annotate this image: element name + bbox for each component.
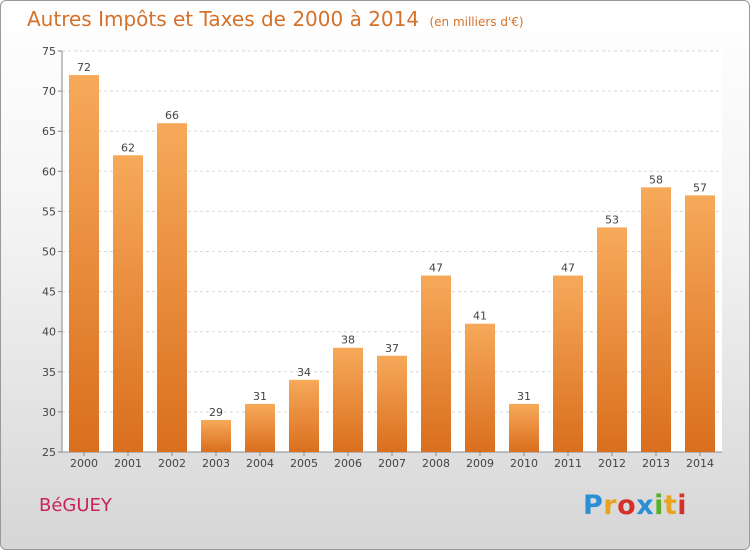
x-tick-label: 2006 — [334, 457, 362, 470]
bar-value-label: 29 — [209, 406, 223, 419]
commune-name: BéGUEY — [39, 495, 112, 516]
y-tick-label: 70 — [42, 85, 56, 98]
y-tick-label: 40 — [42, 326, 56, 339]
bar — [377, 355, 407, 452]
bar — [685, 195, 715, 453]
x-tick-label: 2000 — [70, 457, 98, 470]
y-tick-label: 75 — [42, 45, 56, 58]
bar-value-label: 62 — [121, 141, 135, 154]
bar-value-label: 34 — [297, 366, 311, 379]
x-tick-label: 2009 — [466, 457, 494, 470]
bar — [597, 227, 627, 452]
logo-letter: x — [636, 490, 655, 521]
bar-value-label: 66 — [165, 109, 179, 122]
x-tick-label: 2010 — [510, 457, 538, 470]
x-tick-label: 2004 — [246, 457, 274, 470]
x-tick-label: 2012 — [598, 457, 626, 470]
bar-value-label: 72 — [77, 61, 91, 74]
bar — [289, 379, 319, 452]
bar — [113, 155, 143, 452]
bar-value-label: 31 — [517, 390, 531, 403]
bar — [201, 419, 231, 452]
logo-letter: i — [677, 490, 688, 521]
bar — [333, 347, 363, 452]
bar-value-label: 47 — [561, 262, 575, 275]
y-tick-label: 50 — [42, 246, 56, 259]
bar — [641, 187, 671, 452]
proxiti-logo: Proxiti — [583, 490, 687, 521]
logo-letter: o — [617, 490, 637, 521]
x-tick-label: 2014 — [686, 457, 714, 470]
x-tick-label: 2003 — [202, 457, 230, 470]
bar-value-label: 58 — [649, 173, 663, 186]
x-tick-label: 2013 — [642, 457, 670, 470]
y-tick-label: 65 — [42, 125, 56, 138]
y-tick-label: 35 — [42, 366, 56, 379]
x-tick-label: 2001 — [114, 457, 142, 470]
chart-title-text: Autres Impôts et Taxes de 2000 à 2014 — [27, 7, 420, 31]
x-tick-label: 2008 — [422, 457, 450, 470]
chart-title: Autres Impôts et Taxes de 2000 à 2014 (e… — [27, 7, 524, 31]
y-tick-label: 30 — [42, 406, 56, 419]
bar-value-label: 41 — [473, 310, 487, 323]
bar — [245, 403, 275, 452]
bar — [465, 323, 495, 452]
bar — [553, 275, 583, 452]
bar-value-label: 53 — [605, 213, 619, 226]
logo-letter: i — [654, 490, 664, 521]
x-tick-label: 2002 — [158, 457, 186, 470]
x-tick-label: 2011 — [554, 457, 582, 470]
logo-letter: P — [583, 490, 604, 521]
bar-value-label: 47 — [429, 262, 443, 275]
y-tick-label: 60 — [42, 165, 56, 178]
bar-value-label: 37 — [385, 342, 399, 355]
bar — [69, 75, 99, 452]
y-tick-label: 55 — [42, 205, 56, 218]
bar-value-label: 57 — [693, 181, 707, 194]
x-tick-label: 2005 — [290, 457, 318, 470]
x-tick-label: 2007 — [378, 457, 406, 470]
bar — [509, 403, 539, 452]
bar-value-label: 38 — [341, 334, 355, 347]
logo-letter: t — [663, 490, 678, 521]
y-tick-label: 45 — [42, 286, 56, 299]
logo-letter: r — [603, 490, 618, 521]
chart-unit: (en milliers d'€) — [429, 15, 524, 29]
bar-value-label: 31 — [253, 390, 267, 403]
bar — [421, 275, 451, 452]
bar — [157, 123, 187, 453]
y-tick-label: 25 — [42, 446, 56, 459]
